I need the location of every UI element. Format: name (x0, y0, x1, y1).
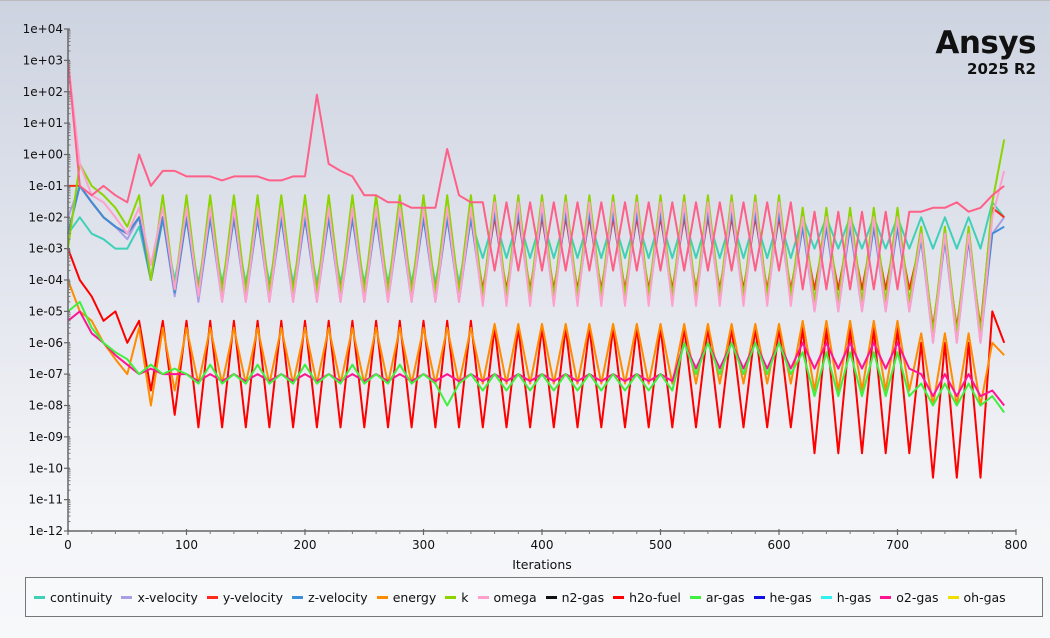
legend-label: o2-gas (896, 589, 939, 605)
y-tick-label: 1e+04 (23, 22, 63, 36)
legend-item-h2o-fuel[interactable]: h2o-fuel (613, 590, 681, 605)
legend-label: omega (493, 589, 537, 605)
legend-swatch (753, 595, 765, 599)
y-tick-label: 1e-06 (28, 336, 63, 350)
legend-label: energy (392, 589, 437, 605)
axes-layer: 1e+04 1e+03 1e+02 1e+01 1e+00 1e-01 1e-02 1e-03… (23, 22, 1028, 552)
series-line-o2-gas (67, 310, 1005, 407)
y-tick-label: 1e+02 (23, 85, 63, 99)
legend-item-x-velocity[interactable]: x-velocity (121, 589, 198, 605)
legend-item-energy[interactable]: energy (376, 589, 437, 605)
legend-item-k[interactable]: k (445, 589, 469, 605)
series-layer (67, 60, 1006, 479)
legend-label: x-velocity (137, 589, 198, 605)
legend-label: n2-gas (561, 589, 605, 605)
legend-label: continuity (50, 589, 113, 605)
series-line-energy (67, 279, 1005, 407)
legend-label: k (461, 589, 469, 605)
legend-swatch (376, 595, 388, 599)
y-tick-label: 1e-11 (28, 493, 63, 507)
y-tick-label: 1e+00 (23, 148, 63, 162)
legend-item-continuity[interactable]: continuity (34, 590, 112, 605)
logo-version: 2025 R2 (967, 60, 1036, 78)
legend-swatch (34, 595, 45, 599)
y-tick-label: 1e-09 (28, 430, 63, 444)
legend: continuity x-velocity y-velocity z-velocity… (25, 577, 1043, 617)
legend-label: ar-gas (705, 589, 745, 605)
y-tick-label: 1e-08 (28, 399, 63, 413)
x-axis-label: Iterations (512, 557, 572, 572)
legend-swatch (206, 595, 218, 599)
y-tick-label: 1e+03 (23, 53, 63, 67)
legend-swatch (613, 595, 625, 599)
y-tick-label: 1e-03 (28, 242, 63, 256)
legend-swatch (545, 595, 557, 599)
legend-swatch (445, 595, 457, 599)
legend-label: oh-gas (963, 589, 1006, 605)
y-tick-label: 1e-05 (28, 304, 63, 318)
x-tick-label: 300 (412, 538, 435, 552)
legend-swatch (477, 595, 489, 599)
ansys-logo: Ansys 2025 R2 (935, 26, 1036, 78)
legend-item-oh-gas[interactable]: oh-gas (947, 589, 1006, 605)
legend-item-y-velocity[interactable]: y-velocity (206, 589, 284, 605)
legend-label: h2o-fuel (629, 589, 681, 605)
legend-label: he-gas (769, 589, 812, 605)
x-tick-label: 100 (175, 538, 198, 552)
x-tick-label: 200 (294, 538, 317, 552)
y-tick-label: 1e+01 (23, 116, 63, 130)
y-tick-label: 1e-01 (28, 179, 63, 193)
legend-swatch (820, 595, 832, 599)
x-tick-label: 400 (531, 538, 554, 552)
legend-item-omega[interactable]: omega (477, 589, 537, 605)
series-line-omega (67, 60, 1006, 344)
legend-item-o2-gas[interactable]: o2-gas (880, 589, 939, 605)
legend-swatch (880, 595, 892, 599)
y-tick-label: 1e-07 (28, 367, 63, 381)
legend-item-z-velocity[interactable]: z-velocity (292, 590, 368, 605)
legend-item-h-gas[interactable]: h-gas (820, 589, 872, 605)
legend-item-ar-gas[interactable]: ar-gas (689, 589, 745, 605)
x-tick-label: 500 (649, 538, 672, 552)
y-tick-label: 1e-02 (28, 210, 63, 224)
y-tick-label: 1e-10 (28, 461, 63, 475)
x-tick-label: 700 (886, 538, 909, 552)
series-line-ar-gas (67, 300, 1006, 414)
legend-label: h-gas (836, 589, 872, 605)
legend-label: y-velocity (222, 589, 284, 605)
logo-name: Ansys (935, 25, 1036, 61)
x-tick-label: 0 (64, 538, 72, 552)
legend-item-n2-gas[interactable]: n2-gas (545, 589, 605, 605)
y-tick-label: 1e-12 (28, 524, 63, 538)
x-tick-label: 800 (1005, 538, 1028, 552)
legend-swatch (121, 595, 133, 599)
x-tick-label: 600 (768, 538, 791, 552)
legend-label: z-velocity (308, 589, 368, 605)
series-line-series-10 (67, 60, 1005, 291)
legend-swatch (292, 595, 304, 599)
y-tick-label: 1e-04 (28, 273, 63, 287)
legend-item-he-gas[interactable]: he-gas (753, 589, 812, 605)
legend-swatch (947, 595, 959, 599)
legend-swatch (689, 595, 701, 599)
